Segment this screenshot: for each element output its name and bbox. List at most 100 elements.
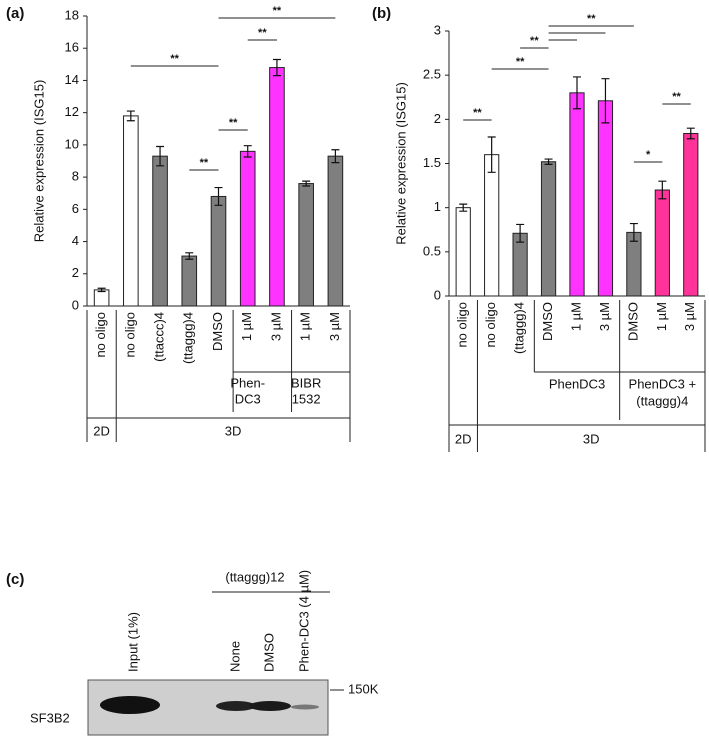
error-bar — [629, 222, 638, 242]
error-bar — [214, 186, 223, 206]
significance-label: ** — [672, 91, 681, 103]
x-tick-label: (ttaggg)4 — [512, 302, 527, 354]
x-tick-label: 3 µM — [268, 312, 283, 341]
error-bar — [331, 149, 340, 164]
bar — [455, 207, 471, 297]
group-label: BIBR — [291, 375, 321, 390]
blot-band — [216, 701, 256, 711]
x-tick-label: no oligo — [483, 302, 498, 348]
x-tick-label: DMSO — [210, 312, 225, 351]
significance-label: ** — [530, 35, 539, 47]
y-tick-label: 0 — [72, 297, 79, 312]
x-tick-label: 1 µM — [239, 312, 254, 341]
y-tick-label: 2 — [434, 111, 441, 126]
lane-label: DMSO — [261, 633, 276, 672]
error-bar — [686, 127, 695, 140]
y-tick-label: 12 — [65, 104, 79, 119]
error-bar — [302, 180, 311, 187]
x-tick-label: DMSO — [625, 302, 640, 341]
y-tick-label: 0.5 — [423, 243, 441, 258]
x-tick-label: 1 µM — [298, 312, 313, 341]
y-tick-label: 1.5 — [423, 155, 441, 170]
y-tick-label: 2.5 — [423, 67, 441, 82]
x-tick-label: DMSO — [540, 302, 555, 341]
bar — [597, 100, 614, 297]
error-bar — [243, 145, 252, 158]
panel-label: (c) — [6, 571, 24, 588]
significance-label: ** — [258, 27, 267, 39]
x-tick-label: 3 µM — [327, 312, 342, 341]
y-axis-label: Relative expression (ISG15) — [31, 80, 46, 243]
x-tick-label: 3 µM — [682, 302, 697, 331]
group-label: Phen- — [230, 375, 265, 390]
y-axis-label: Relative expression (ISG15) — [393, 82, 408, 245]
x-tick-label: (ttaggg)4 — [181, 312, 196, 364]
group-label: 2D — [93, 423, 110, 438]
significance-label: ** — [170, 53, 179, 65]
error-bar — [544, 158, 553, 165]
bar — [540, 161, 557, 297]
x-tick-label: 3 µM — [597, 302, 612, 331]
significance-label: ** — [473, 107, 482, 119]
y-tick-label: 8 — [72, 169, 79, 184]
bar — [269, 67, 285, 307]
blot-image — [87, 679, 329, 736]
bar — [152, 155, 168, 307]
y-tick-label: 3 — [434, 22, 441, 37]
error-bar — [126, 110, 135, 122]
blot-band — [100, 696, 160, 714]
error-bar — [573, 76, 581, 110]
y-tick-label: 16 — [65, 40, 79, 55]
error-bar — [658, 180, 667, 200]
error-bar — [156, 145, 165, 167]
bar — [210, 195, 227, 307]
x-tick-label: no oligo — [122, 312, 137, 358]
group-label: 3D — [225, 423, 242, 438]
blot-lane-labels: Input (1%) None DMSO Phen-DC3 (4 µM) — [125, 570, 311, 672]
blot-group-label: (ttaggg)12 — [225, 569, 284, 584]
y-tick-label: 4 — [72, 233, 79, 248]
x-tick-label: 1 µM — [654, 302, 669, 331]
bar — [181, 255, 198, 307]
error-bar — [487, 136, 496, 173]
significance-label: ** — [200, 157, 209, 169]
lane-label: Phen-DC3 (4 µM) — [296, 570, 311, 672]
panel-label: (b) — [372, 5, 391, 22]
bar — [93, 289, 110, 307]
error-bar — [185, 252, 194, 260]
x-tick-label: no oligo — [93, 312, 108, 358]
group-label: DC3 — [235, 391, 261, 406]
bar — [298, 183, 314, 307]
group-label: 3D — [583, 431, 600, 446]
protein-label: SF3B2 — [30, 710, 70, 725]
bar — [654, 189, 670, 297]
blot-band — [249, 701, 291, 711]
y-tick-label: 0 — [434, 287, 441, 302]
group-label: (ttaggg)4 — [636, 393, 688, 408]
error-bar — [516, 223, 525, 243]
significance-label: ** — [587, 13, 596, 25]
x-tick-label: no oligo — [455, 302, 470, 348]
error-bar — [97, 287, 106, 293]
bar — [123, 115, 139, 307]
error-bar — [601, 78, 610, 124]
x-tick-label: (ttaccc)4 — [151, 312, 166, 362]
significance-label: ** — [229, 117, 238, 129]
error-bar — [459, 203, 468, 212]
marker-label: 150K — [348, 681, 379, 696]
y-tick-label: 10 — [65, 136, 79, 151]
error-bar — [272, 58, 281, 77]
lane-label: Input (1%) — [125, 612, 140, 672]
significance-label: ** — [516, 56, 525, 68]
x-tick-label: 1 µM — [568, 302, 583, 331]
y-tick-label: 18 — [65, 7, 79, 22]
group-label: 2D — [455, 431, 472, 446]
panel-label: (a) — [6, 5, 24, 22]
group-label: PhenDC3 + — [629, 376, 697, 391]
bar — [239, 150, 256, 307]
bar — [626, 231, 642, 297]
blot-band — [291, 704, 319, 710]
y-tick-label: 14 — [65, 72, 79, 87]
lane-label: None — [227, 641, 242, 672]
